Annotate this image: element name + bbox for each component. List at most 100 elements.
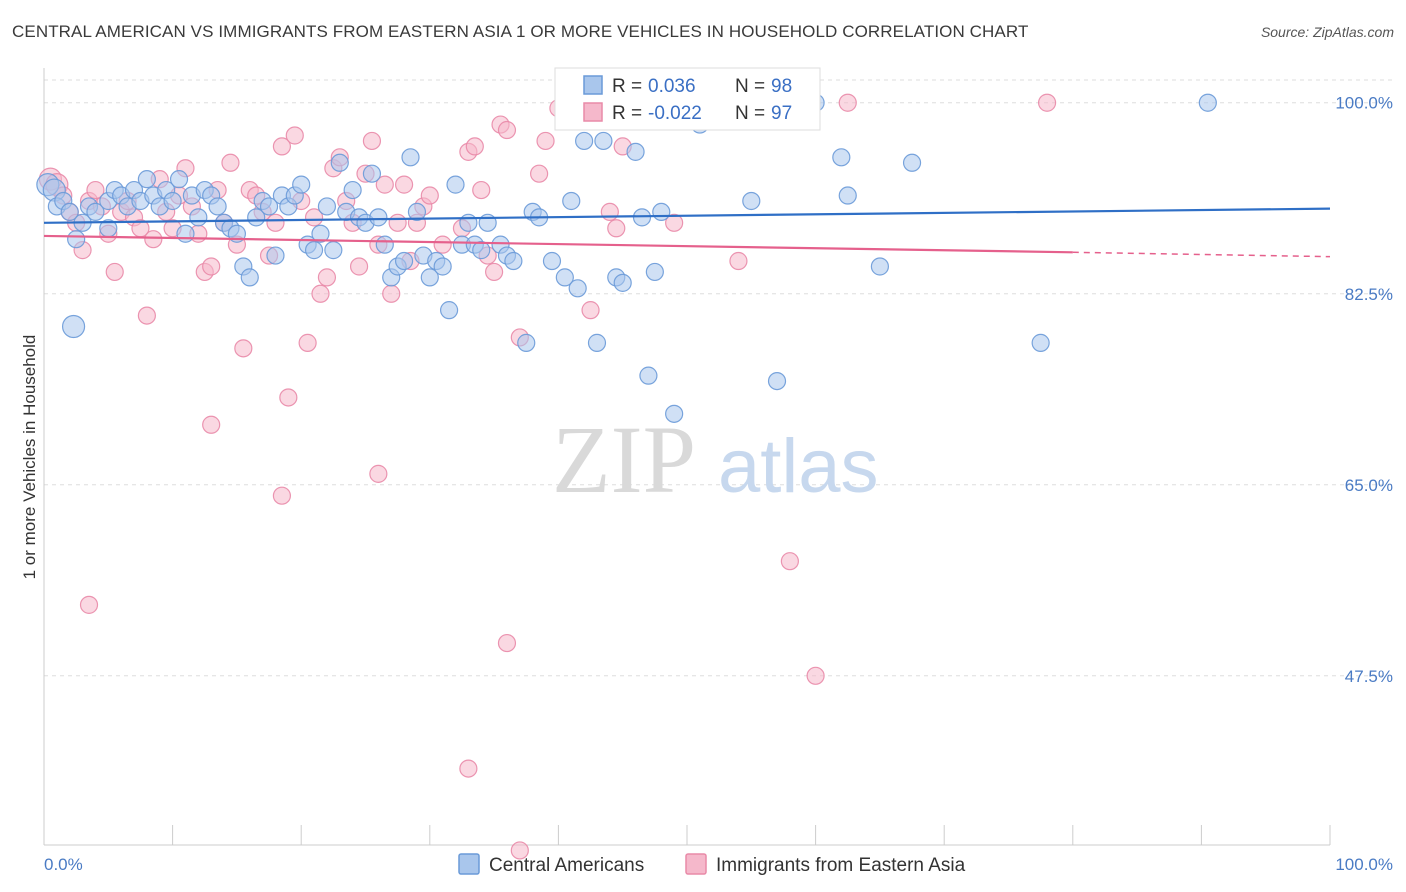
point-central-americans-79 bbox=[575, 131, 594, 151]
point-central-americans-65 bbox=[459, 213, 478, 232]
point-immigrants-eastern-asia-81 bbox=[806, 666, 825, 685]
point-immigrants-eastern-asia-66 bbox=[485, 262, 504, 282]
point-central-americans-45 bbox=[330, 153, 349, 172]
point-immigrants-eastern-asia-15 bbox=[137, 306, 156, 325]
y-axis-label: 1 or more Vehicles in Household bbox=[20, 335, 39, 580]
point-immigrants-eastern-asia-53 bbox=[382, 284, 401, 303]
point-immigrants-eastern-asia-54 bbox=[388, 213, 407, 232]
point-immigrants-eastern-asia-79 bbox=[729, 251, 748, 271]
point-immigrants-eastern-asia-43 bbox=[317, 268, 337, 287]
point-immigrants-eastern-asia-80 bbox=[780, 552, 799, 571]
point-immigrants-eastern-asia-71 bbox=[536, 131, 555, 151]
point-central-americans-19 bbox=[163, 191, 182, 211]
point-central-americans-43 bbox=[317, 197, 337, 216]
point-immigrants-eastern-asia-30 bbox=[234, 339, 253, 358]
watermark-zip: ZIP bbox=[552, 406, 696, 513]
bottom-legend-swatch-pink bbox=[685, 853, 707, 875]
point-immigrants-eastern-asia-64 bbox=[472, 180, 491, 200]
point-central-americans-42 bbox=[311, 224, 330, 243]
legend-n-value-1: 98 bbox=[771, 76, 792, 97]
y-tick-labels: 100.0% 82.5% 65.0% 47.5% bbox=[1335, 94, 1393, 686]
x-tick-labels: 0.0% 100.0% bbox=[44, 855, 1393, 874]
trend-line-central-americans bbox=[43, 207, 1331, 224]
bottom-legend-swatch-blue bbox=[458, 853, 480, 875]
point-central-americans-39 bbox=[292, 175, 311, 194]
x-tick-label-1: 100.0% bbox=[1335, 855, 1393, 874]
point-central-americans-99 bbox=[902, 153, 922, 172]
point-central-americans-97 bbox=[838, 186, 857, 205]
point-central-americans-63 bbox=[446, 175, 465, 194]
point-central-americans-51 bbox=[369, 208, 388, 227]
point-central-americans-8 bbox=[86, 202, 105, 222]
point-central-americans-31 bbox=[240, 268, 259, 287]
point-central-americans-101 bbox=[1198, 93, 1217, 112]
trend-line-immigrants-eastern-asia bbox=[43, 234, 1073, 254]
point-immigrants-eastern-asia-89 bbox=[497, 633, 517, 653]
point-central-americans-61 bbox=[433, 257, 452, 276]
legend-r-value-2: -0.022 bbox=[648, 103, 702, 124]
point-immigrants-eastern-asia-82 bbox=[838, 93, 857, 112]
point-central-americans-55 bbox=[394, 251, 414, 271]
point-immigrants-eastern-asia-88 bbox=[459, 759, 478, 778]
point-immigrants-eastern-asia-16 bbox=[144, 230, 163, 249]
legend: R = 0.036 N = 98 R = -0.022 N = 97 bbox=[554, 67, 821, 131]
point-immigrants-eastern-asia-59 bbox=[420, 186, 439, 205]
point-central-americans-20 bbox=[169, 170, 189, 189]
grid-lines bbox=[44, 79, 1395, 677]
point-central-americans-76 bbox=[555, 268, 574, 287]
point-immigrants-eastern-asia-10 bbox=[105, 262, 124, 282]
point-central-americans-102 bbox=[61, 314, 86, 339]
point-central-americans-62 bbox=[439, 301, 459, 320]
point-immigrants-eastern-asia-25 bbox=[202, 257, 221, 276]
point-immigrants-eastern-asia-63 bbox=[465, 137, 484, 156]
point-immigrants-eastern-asia-68 bbox=[497, 120, 517, 140]
point-central-americans-98 bbox=[870, 257, 890, 276]
y-tick-label-0: 100.0% bbox=[1335, 94, 1393, 113]
point-central-americans-94 bbox=[767, 371, 787, 391]
point-immigrants-eastern-asia-70 bbox=[530, 164, 549, 183]
point-central-americans-75 bbox=[542, 251, 562, 271]
point-immigrants-eastern-asia-60 bbox=[433, 235, 452, 254]
point-central-americans-72 bbox=[517, 333, 536, 352]
point-central-americans-81 bbox=[594, 131, 613, 151]
bottom-legend: Central Americans Immigrants from Easter… bbox=[458, 853, 966, 876]
y-tick-label-3: 47.5% bbox=[1345, 667, 1393, 686]
point-central-americans-56 bbox=[401, 148, 420, 167]
watermark-atlas: atlas bbox=[718, 424, 879, 509]
point-central-americans-44 bbox=[324, 241, 343, 260]
point-central-americans-15 bbox=[137, 170, 156, 189]
point-immigrants-eastern-asia-28 bbox=[221, 153, 240, 172]
point-immigrants-eastern-asia-52 bbox=[375, 175, 394, 194]
point-immigrants-eastern-asia-36 bbox=[272, 137, 292, 156]
point-central-americans-93 bbox=[742, 191, 761, 211]
point-immigrants-eastern-asia-41 bbox=[304, 208, 324, 227]
point-immigrants-eastern-asia-74 bbox=[600, 202, 619, 222]
point-central-americans-23 bbox=[189, 208, 208, 227]
watermark: ZIP atlas bbox=[552, 406, 879, 513]
point-immigrants-eastern-asia-42 bbox=[311, 284, 330, 303]
point-central-americans-4 bbox=[60, 202, 79, 222]
point-central-americans-78 bbox=[568, 279, 587, 298]
point-central-americans-47 bbox=[343, 180, 362, 200]
point-immigrants-eastern-asia-7 bbox=[86, 180, 105, 200]
point-immigrants-eastern-asia-84 bbox=[79, 595, 99, 614]
point-central-americans-85 bbox=[626, 142, 645, 161]
point-immigrants-eastern-asia-50 bbox=[362, 131, 382, 151]
point-central-americans-21 bbox=[176, 224, 195, 243]
axes bbox=[43, 68, 1331, 846]
point-central-americans-57 bbox=[407, 202, 427, 222]
point-immigrants-eastern-asia-93 bbox=[607, 219, 626, 238]
point-central-americans-67 bbox=[472, 241, 491, 260]
point-central-americans-89 bbox=[652, 202, 671, 222]
point-central-americans-87 bbox=[639, 366, 658, 385]
point-central-americans-59 bbox=[420, 268, 439, 287]
point-central-americans-41 bbox=[304, 241, 324, 260]
y-tick-label-1: 82.5% bbox=[1345, 285, 1393, 304]
legend-swatch-pink bbox=[583, 102, 603, 122]
legend-r-value-1: 0.036 bbox=[648, 76, 696, 97]
point-central-americans-80 bbox=[587, 333, 607, 352]
legend-r-label-1: R = bbox=[612, 76, 642, 97]
bottom-legend-label-immigrants: Immigrants from Eastern Asia bbox=[716, 855, 966, 876]
point-immigrants-eastern-asia-55 bbox=[394, 175, 414, 194]
